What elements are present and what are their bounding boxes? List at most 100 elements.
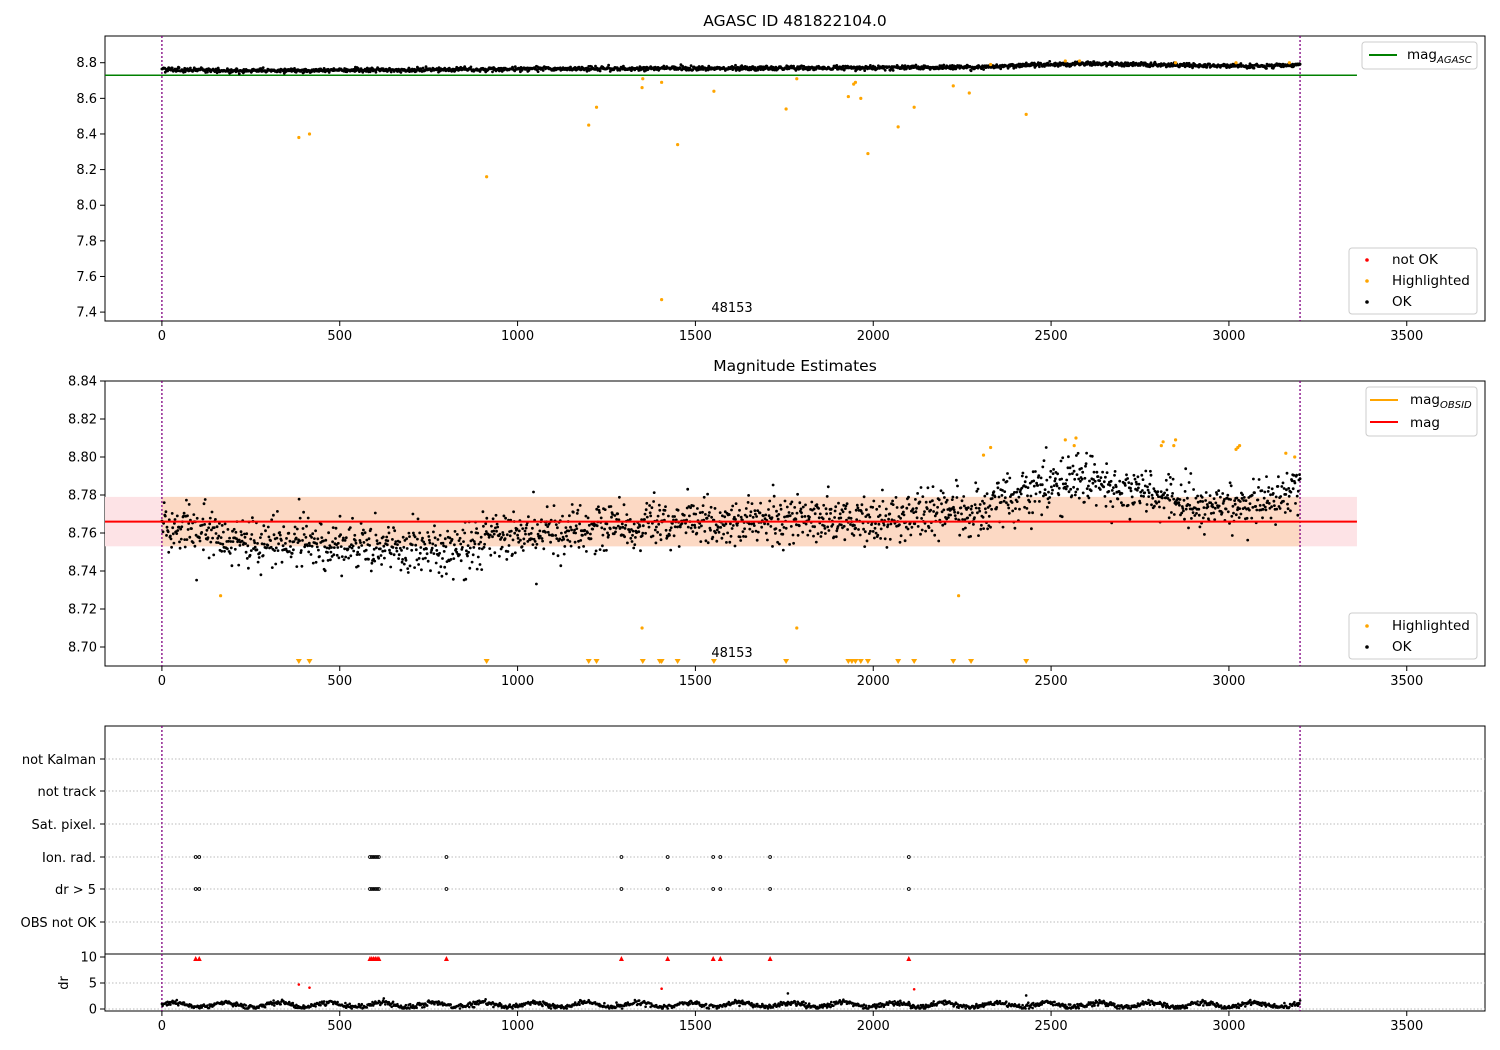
ok-point	[326, 551, 329, 554]
ok-point	[234, 530, 238, 534]
ok-point	[689, 526, 693, 530]
ok-point	[498, 532, 502, 536]
ok-point	[332, 553, 336, 557]
ok-point	[1145, 509, 1148, 513]
ok-point	[741, 530, 745, 533]
ok-point	[999, 67, 1003, 71]
ok-point	[1257, 478, 1261, 481]
ok-point	[516, 533, 519, 537]
ion-rad-flag-marker	[377, 855, 381, 859]
ok-point	[1201, 516, 1205, 520]
ok-point	[491, 535, 494, 539]
off-scale-marker	[306, 659, 313, 664]
ok-point	[1015, 500, 1019, 503]
ok-point	[754, 529, 758, 533]
ok-point	[644, 531, 647, 535]
ok-point	[352, 549, 356, 553]
ok-point	[1150, 503, 1153, 507]
ok-point	[595, 507, 599, 511]
ok-point	[849, 516, 853, 520]
ok-point	[1093, 479, 1097, 483]
ok-point	[720, 536, 724, 540]
ok-point	[267, 535, 271, 539]
ok-point	[1005, 480, 1009, 483]
ok-point	[1113, 473, 1116, 477]
ok-point	[738, 508, 741, 512]
ok-legend-marker	[1365, 645, 1369, 649]
ok-point	[1043, 65, 1046, 68]
dr-point	[384, 1003, 387, 1006]
ok-point	[582, 545, 585, 548]
ok-point	[1203, 533, 1206, 536]
ok-point	[450, 538, 454, 541]
dr-point	[615, 1001, 618, 1004]
highlighted-point	[297, 135, 301, 140]
ok-point	[178, 546, 182, 550]
ok-point	[401, 558, 404, 561]
ok-point	[349, 554, 353, 558]
ok-point	[801, 505, 805, 509]
ok-point	[776, 517, 780, 521]
ok-point	[1178, 503, 1181, 507]
ok-point	[1167, 472, 1170, 476]
ok-point	[521, 549, 525, 552]
ok-point	[792, 541, 795, 545]
ok-point	[210, 510, 214, 514]
ok-point	[396, 543, 399, 546]
ok-point	[954, 478, 958, 482]
ok-point	[640, 518, 643, 521]
ok-point	[1255, 508, 1259, 512]
ok-point	[1114, 485, 1118, 489]
ok-point	[536, 70, 540, 73]
ok-point	[278, 533, 282, 537]
ok-point	[410, 543, 414, 547]
ok-point	[1193, 514, 1197, 517]
ok-point	[870, 523, 873, 526]
dr-point	[603, 1001, 606, 1005]
ok-point	[541, 539, 544, 543]
ok-point	[1002, 499, 1006, 503]
ok-point	[753, 509, 757, 512]
y-tick-label: 8.6	[76, 92, 97, 107]
ok-point	[1262, 496, 1266, 500]
ok-point	[781, 548, 785, 552]
y-tick-label: 7.6	[76, 270, 97, 285]
ok-point	[1226, 493, 1230, 497]
ok-point	[924, 500, 928, 504]
y-tick-label: 8.74	[68, 565, 97, 580]
ok-point	[228, 536, 232, 540]
ok-point	[1060, 515, 1064, 519]
highlighted-point	[587, 123, 591, 127]
ok-point	[484, 522, 488, 526]
ok-point	[788, 543, 791, 546]
ok-point	[885, 546, 889, 549]
ok-point	[1182, 509, 1185, 513]
ok-point	[296, 541, 300, 544]
ok-point	[419, 546, 423, 549]
off-scale-marker	[483, 659, 490, 664]
ok-point	[1167, 516, 1171, 520]
ok-point	[1282, 499, 1285, 503]
ok-point	[739, 539, 743, 542]
y-tick-label: 8.4	[76, 127, 97, 142]
ok-point	[702, 495, 706, 499]
ok-point	[659, 538, 663, 542]
ok-point	[766, 538, 769, 542]
ok-point	[165, 534, 168, 537]
ok-point	[1237, 516, 1241, 519]
ok-point	[1287, 494, 1291, 498]
ok-point	[453, 530, 457, 533]
ok-point	[1104, 475, 1107, 479]
ok-point	[478, 70, 482, 73]
ok-point	[862, 527, 865, 531]
ok-point	[530, 537, 534, 541]
ok-point	[1144, 469, 1148, 473]
ok-point	[902, 510, 905, 514]
ok-point	[932, 510, 935, 513]
ok-point	[640, 534, 644, 538]
ok-point	[1150, 493, 1154, 497]
ok-point	[647, 525, 651, 529]
ok-point	[1098, 479, 1102, 483]
ok-point	[548, 533, 551, 537]
